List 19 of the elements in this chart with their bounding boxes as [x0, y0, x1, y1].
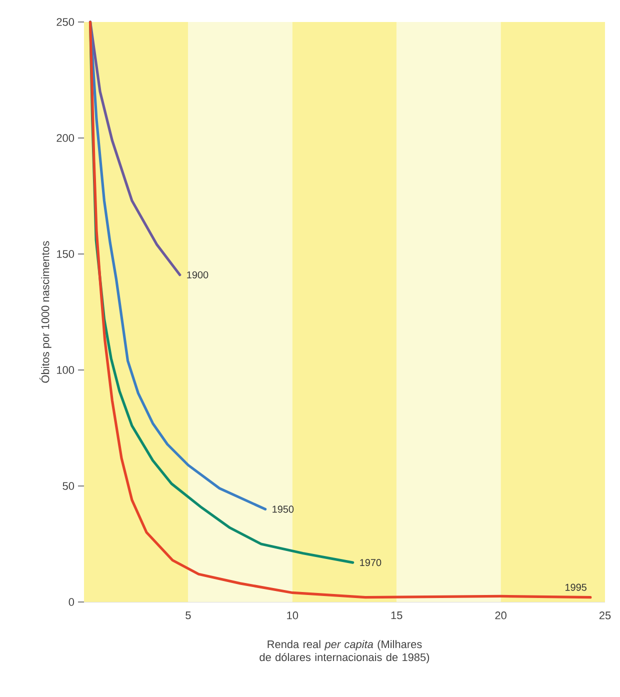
y-tick-label: 50: [62, 482, 74, 490]
series-label: 1900: [187, 271, 208, 278]
y-tick-label: 250: [56, 18, 74, 26]
y-tick-label: 150: [57, 250, 74, 258]
y-axis-title: Óbitos por 1000 nascimentos: [40, 241, 52, 383]
series-label: 1950: [272, 506, 294, 513]
series-label: 1995: [566, 584, 586, 591]
y-tick-label: 100: [57, 366, 74, 374]
y-tick-label: 200: [56, 134, 74, 142]
x-tick-label: 25: [599, 612, 611, 620]
line-series: [88, 20, 592, 599]
x-tick-label: 5: [186, 612, 191, 620]
y-tick-label: 0: [68, 598, 74, 606]
line-series: [88, 20, 182, 276]
x-axis-title: Renda real per capita (Milhares de dólares internacionais de 1985): [260, 640, 430, 664]
x-tick-label: 20: [495, 612, 506, 620]
series-label: 1970: [360, 559, 382, 566]
x-tick-label: 10: [287, 612, 298, 620]
x-tick-label: 15: [391, 612, 402, 620]
